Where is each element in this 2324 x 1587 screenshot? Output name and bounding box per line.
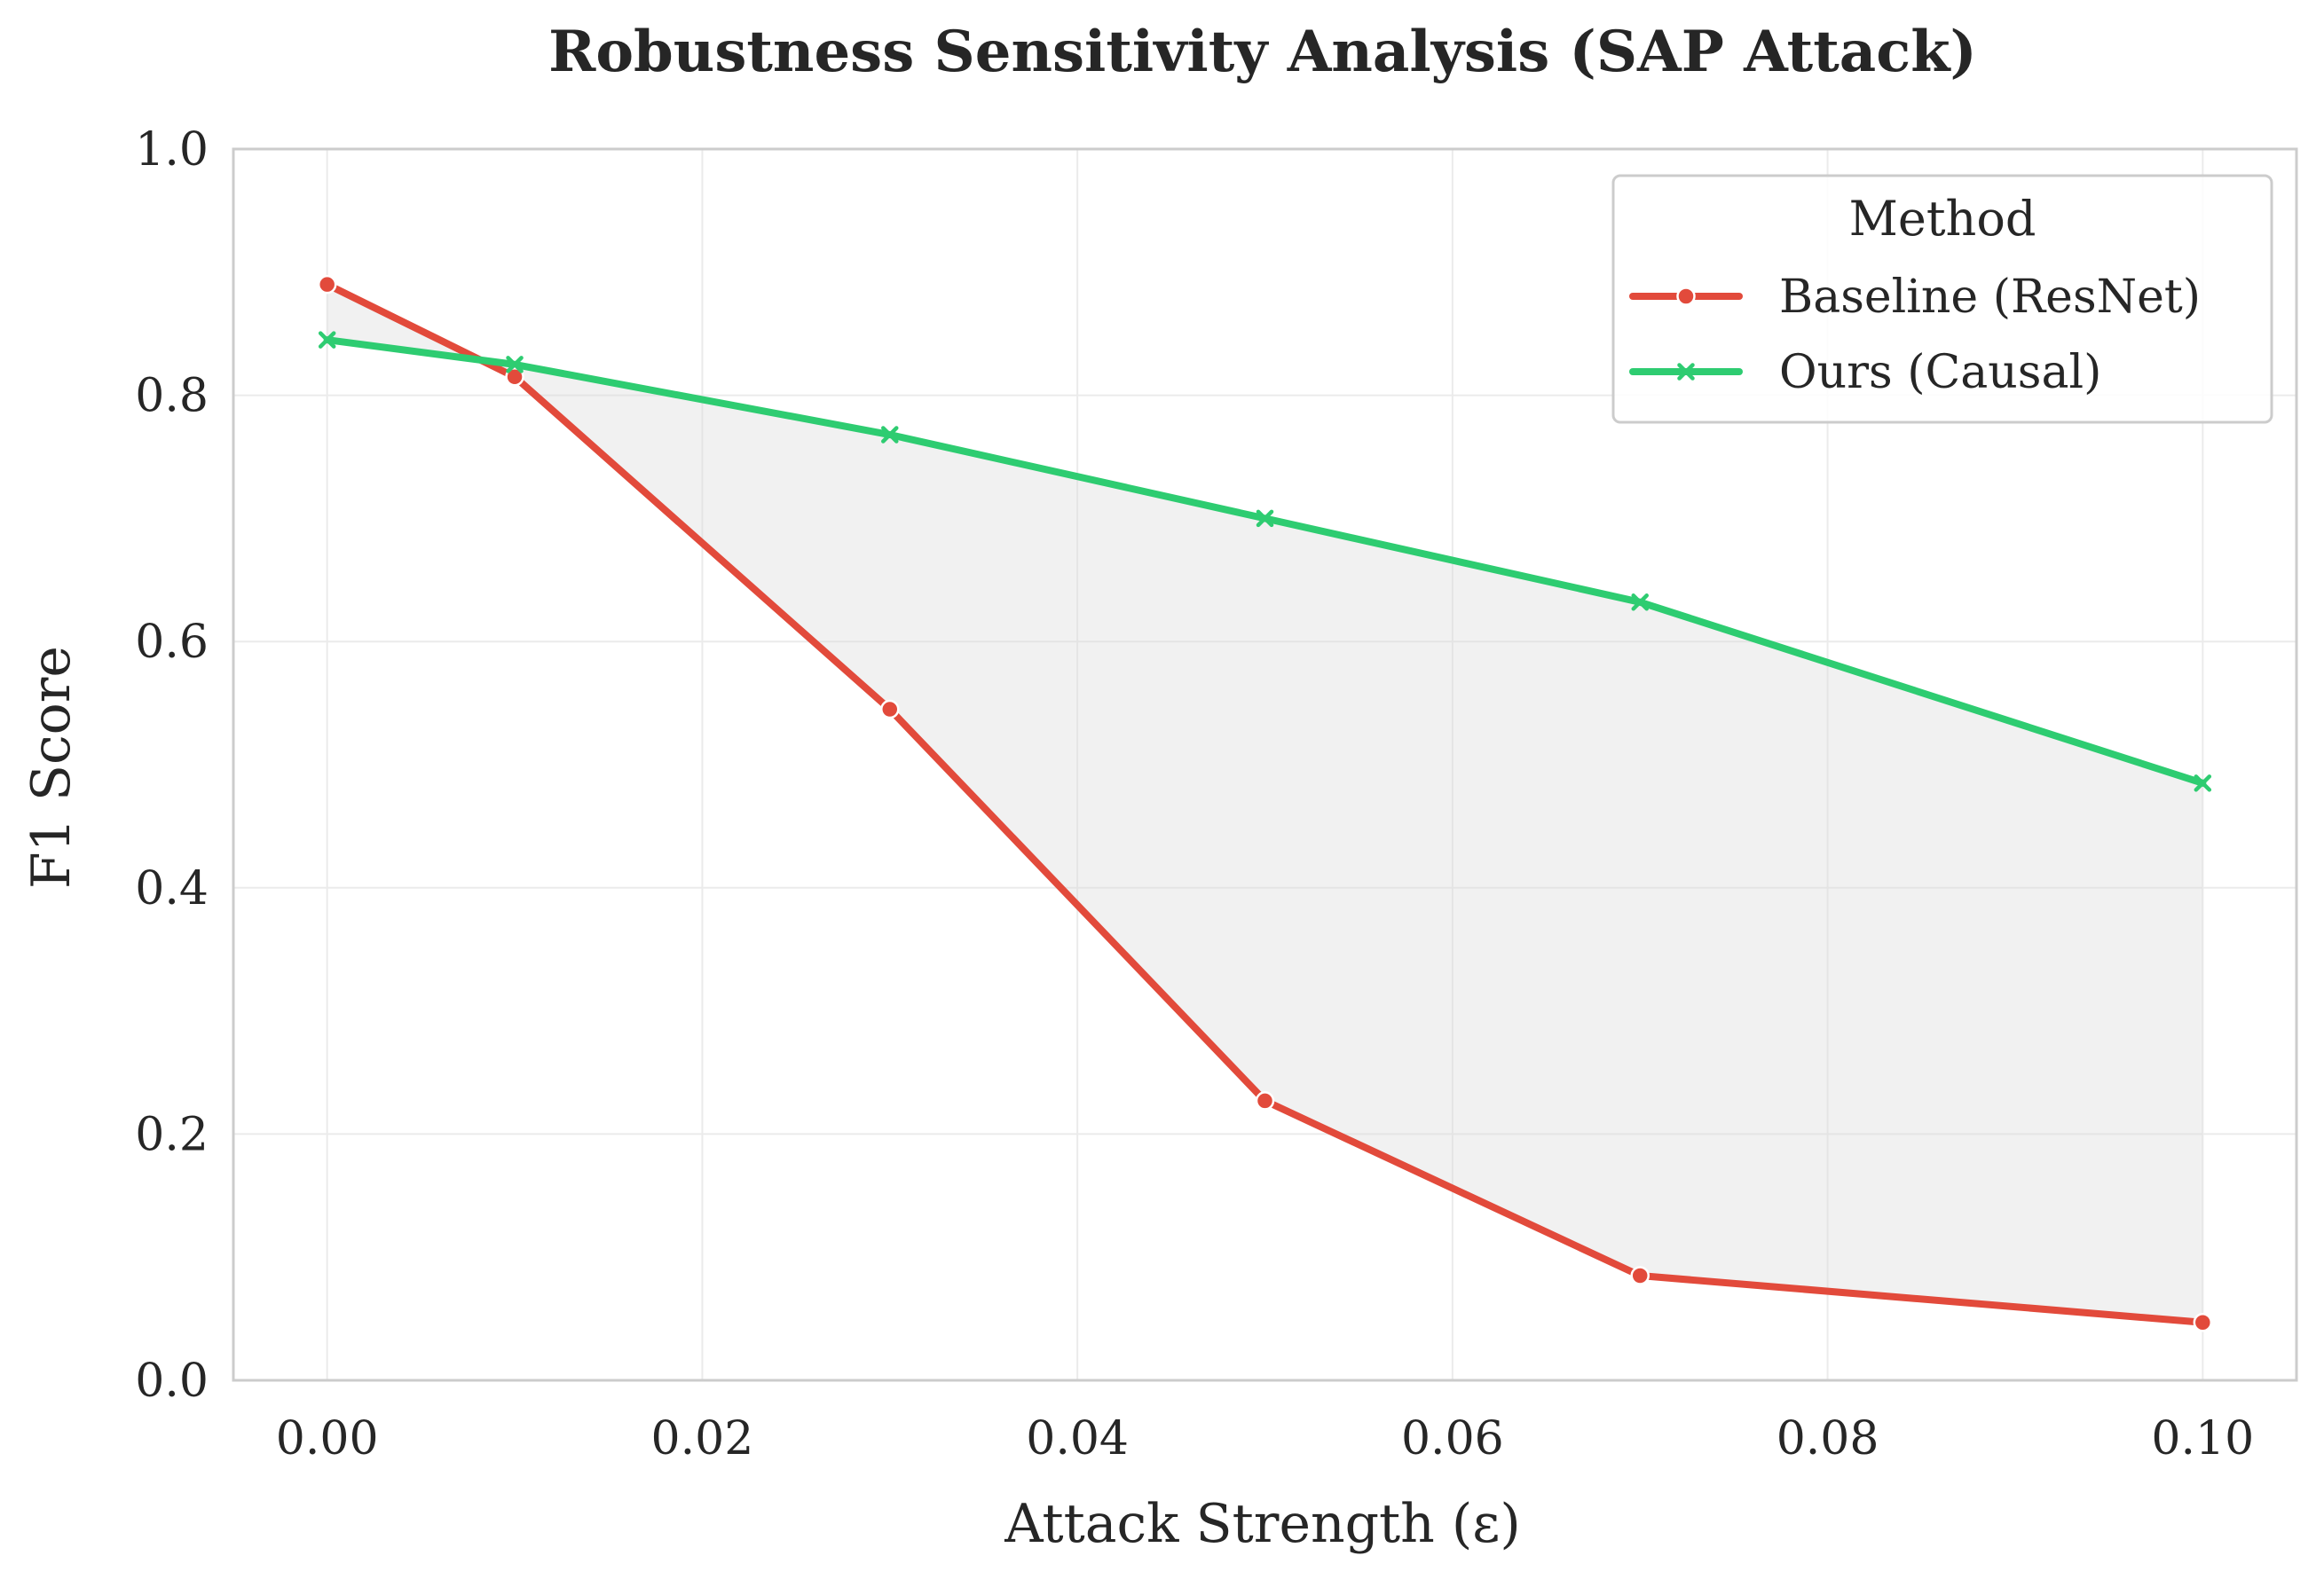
x-tick-label: 0.02	[651, 1412, 754, 1465]
data-point-ours	[1256, 509, 1274, 528]
legend-marker-ours	[1677, 363, 1695, 381]
data-point-ours	[318, 331, 336, 349]
legend-marker-baseline	[1676, 287, 1696, 306]
data-point-baseline	[2193, 1313, 2213, 1332]
fill-between-area	[327, 284, 2203, 1323]
y-tick-label: 0.4	[135, 862, 209, 915]
legend: Method Baseline (ResNet) Ours (Causal)	[1611, 174, 2273, 424]
series-markers	[317, 274, 2213, 1332]
x-axis-ticks: 0.00 0.02 0.04 0.06 0.08 0.10	[276, 1412, 2254, 1465]
x-tick-label: 0.10	[2151, 1412, 2254, 1465]
x-axis-label: Attack Strength (ε)	[1004, 1493, 1520, 1555]
chart-title: Robustness Sensitivity Analysis (SAP Att…	[548, 19, 1977, 85]
data-point-ours	[2194, 774, 2212, 792]
legend-label-baseline: Baseline (ResNet)	[1779, 271, 2201, 324]
data-point-ours	[1631, 593, 1649, 611]
plot-frame	[232, 147, 2298, 1382]
legend-entries: Baseline (ResNet) Ours (Causal)	[1629, 271, 2201, 399]
y-axis-ticks: 0.0 0.2 0.4 0.6 0.8 1.0	[135, 123, 209, 1408]
series-lines	[323, 280, 2207, 1326]
x-tick-label: 0.06	[1401, 1412, 1504, 1465]
x-tick-label: 0.08	[1776, 1412, 1879, 1465]
data-point-baseline	[317, 274, 337, 295]
data-point-ours	[881, 426, 899, 444]
y-tick-label: 1.0	[135, 123, 209, 177]
data-point-baseline	[880, 699, 900, 719]
data-point-baseline	[1255, 1091, 1275, 1111]
legend-box	[1611, 174, 2273, 424]
legend-label-ours: Ours (Causal)	[1779, 346, 2101, 399]
x-tick-label: 0.00	[276, 1412, 379, 1465]
y-tick-label: 0.0	[135, 1355, 209, 1408]
y-tick-label: 0.6	[135, 616, 209, 669]
legend-title: Method	[1849, 191, 2036, 247]
x-tick-label: 0.04	[1026, 1412, 1129, 1465]
y-tick-label: 0.2	[135, 1108, 209, 1161]
series-line-ours	[323, 336, 2207, 787]
y-axis-label: F1 Score	[20, 646, 83, 889]
data-point-ours	[506, 356, 524, 373]
data-point-baseline	[505, 367, 524, 387]
data-point-baseline	[1630, 1266, 1650, 1285]
y-tick-label: 0.8	[135, 370, 209, 423]
